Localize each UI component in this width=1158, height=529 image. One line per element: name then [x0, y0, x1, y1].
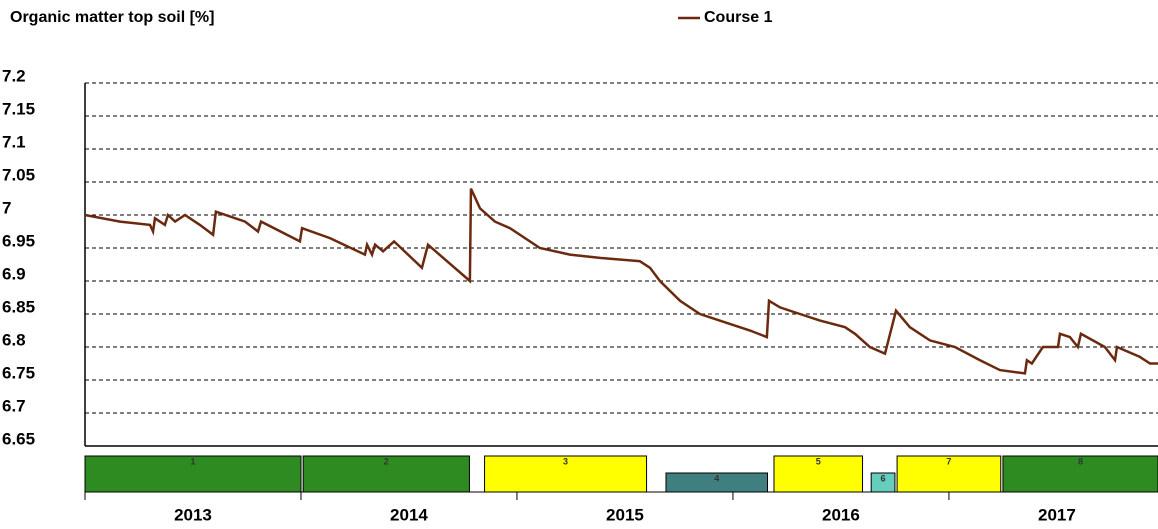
crop-label: 4 — [714, 473, 719, 483]
y-tick-label: 7.05 — [2, 165, 35, 184]
y-tick-label: 6.9 — [2, 264, 26, 283]
crop-label: 2 — [384, 456, 389, 466]
crop-bar — [302, 455, 470, 493]
crop-bar — [484, 455, 648, 493]
y-tick-label: 7.1 — [2, 132, 26, 151]
x-tick-label: 2014 — [390, 505, 428, 524]
crop-label: 8 — [1078, 456, 1083, 466]
y-tick-label: 6.7 — [2, 396, 26, 415]
y-tick-label: 7 — [2, 198, 11, 217]
y-tick-label: 6.8 — [2, 330, 26, 349]
crop-label: 7 — [946, 456, 951, 466]
x-tick-label: 2013 — [174, 505, 212, 524]
y-tick-label: 6.85 — [2, 297, 35, 316]
crop-label: 3 — [563, 456, 568, 466]
crop-label: 1 — [190, 456, 195, 466]
y-tick-label: 6.75 — [2, 363, 35, 382]
x-tick-label: 2016 — [822, 505, 860, 524]
x-tick-label: 2015 — [606, 505, 644, 524]
y-tick-label: 6.65 — [2, 429, 35, 448]
crop-bar — [1002, 455, 1158, 493]
x-tick-label: 2017 — [1038, 505, 1076, 524]
crop-label: 5 — [816, 456, 821, 466]
chart-title: Organic matter top soil [%] — [10, 9, 214, 26]
y-tick-label: 6.95 — [2, 231, 35, 250]
y-tick-label: 7.2 — [2, 66, 26, 85]
legend-label: Course 1 — [704, 9, 773, 26]
crop-label: 6 — [881, 473, 886, 483]
y-tick-label: 7.15 — [2, 99, 35, 118]
series-line — [84, 188, 1158, 375]
